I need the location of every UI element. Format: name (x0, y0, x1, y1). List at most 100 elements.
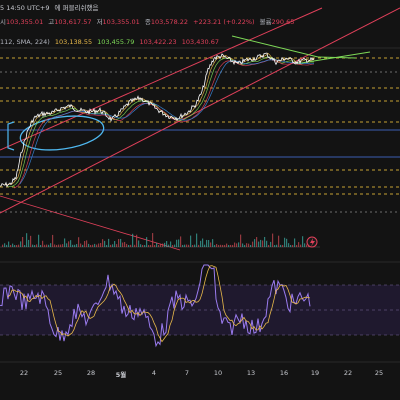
volume-bar (284, 237, 286, 247)
volume-bar (16, 244, 18, 247)
volume-bar (274, 244, 276, 247)
replay-marker[interactable] (306, 236, 318, 248)
volume-bar (96, 244, 98, 247)
volume-bar (204, 244, 206, 247)
volume-bar (180, 236, 182, 247)
volume-bar (246, 243, 248, 247)
volume-bar (250, 244, 252, 247)
highlight-ellipse[interactable] (18, 111, 106, 154)
volume-bar (168, 244, 170, 247)
volume-bar (268, 245, 270, 247)
volume-bar (120, 238, 122, 247)
triangle-right-line[interactable] (317, 56, 357, 59)
volume-bar (236, 243, 238, 247)
volume-bar (206, 239, 208, 247)
volume-bar (84, 241, 86, 247)
volume-bar (218, 244, 220, 247)
volume-bar (182, 244, 184, 247)
bracket-mark (7, 121, 15, 151)
volume-bar (58, 244, 60, 247)
volume-bar (216, 243, 218, 247)
volume-bar (128, 244, 130, 247)
volume-bar (202, 238, 204, 247)
close-value: 103,578.22 (150, 18, 189, 26)
volume-bar (222, 244, 224, 247)
volume-bar (46, 244, 48, 247)
high-value: 103,617.57 (54, 18, 92, 26)
volume-bar (70, 240, 72, 247)
low-value: 103,355.01 (102, 18, 140, 26)
chart-legend-ohlc: 시103,355.01 고103,617.57 저103,355.01 종103… (0, 16, 297, 26)
ma-value-3: 103,422.23 (139, 38, 177, 46)
volume-bar (38, 234, 40, 247)
volume-bar (286, 238, 288, 247)
ma-value-4: 103,430.67 (181, 38, 219, 46)
volume-bar (66, 243, 68, 247)
channel-lower-line[interactable] (0, 7, 400, 214)
volume-bar (122, 242, 124, 247)
volume-bar (54, 244, 56, 247)
rising-channel[interactable] (0, 7, 400, 251)
volume-bar (114, 241, 116, 247)
volume-bar (304, 243, 306, 247)
volume-bar (176, 239, 178, 247)
volume-bar (214, 244, 216, 247)
volume-bar (136, 234, 138, 247)
volume-bar (44, 244, 46, 247)
volume-bar (264, 236, 266, 247)
ma-value-1: 103,138.55 (54, 38, 93, 46)
volume-bar (278, 235, 280, 247)
moving-averages (3, 52, 315, 189)
volume-bar (40, 244, 42, 247)
volume-bar (170, 241, 172, 247)
rsi-line (0, 264, 311, 348)
volume-bar (112, 244, 114, 247)
volume-bar (226, 243, 228, 247)
time-axis-label: 5월 (115, 371, 127, 379)
volume-bar (76, 244, 78, 247)
volume-bar (86, 240, 88, 247)
volume-bar (184, 244, 186, 247)
volume-bar (94, 243, 96, 247)
volume-bar (68, 241, 70, 247)
close-label: 종 (144, 18, 151, 26)
volume-bar (178, 239, 180, 247)
volume-bars (2, 233, 312, 247)
volume-value: 290.65 (271, 18, 295, 26)
volume-bar (280, 244, 282, 247)
volume-bar (92, 244, 94, 247)
channel-descending-line[interactable] (0, 195, 181, 251)
volume-bar (290, 244, 292, 247)
volume-bar (142, 244, 144, 247)
volume-bar (232, 244, 234, 247)
volume-bar (22, 236, 24, 247)
volume-bar (34, 244, 36, 247)
time-axis-label: 22 (19, 369, 29, 377)
volume-bar (164, 242, 166, 247)
volume-bar (110, 244, 112, 247)
volume-bar (80, 243, 82, 247)
volume-bar (18, 244, 20, 247)
volume-bar (272, 233, 274, 247)
volume-bar (198, 244, 200, 247)
time-axis-label: 4 (151, 369, 157, 377)
volume-bar (244, 244, 246, 247)
channel-upper-line[interactable] (0, 7, 323, 151)
volume-bar (230, 244, 232, 247)
timestamp-text: 5 14:50 UTC+9 (0, 4, 50, 12)
volume-bar (48, 244, 50, 247)
triangle-upper-line[interactable] (231, 35, 319, 58)
volume-bar (160, 243, 162, 247)
volume-bar (192, 245, 194, 247)
volume-bar (172, 244, 174, 247)
volume-bar (116, 244, 118, 247)
open-value: 103,355.01 (5, 18, 44, 26)
ma-line (19, 59, 315, 185)
volume-bar (212, 239, 214, 247)
ma-line (7, 56, 315, 188)
volume-bar (258, 241, 260, 247)
volume-bar (130, 244, 132, 247)
volume-bar (100, 243, 102, 247)
volume-bar (152, 233, 154, 247)
